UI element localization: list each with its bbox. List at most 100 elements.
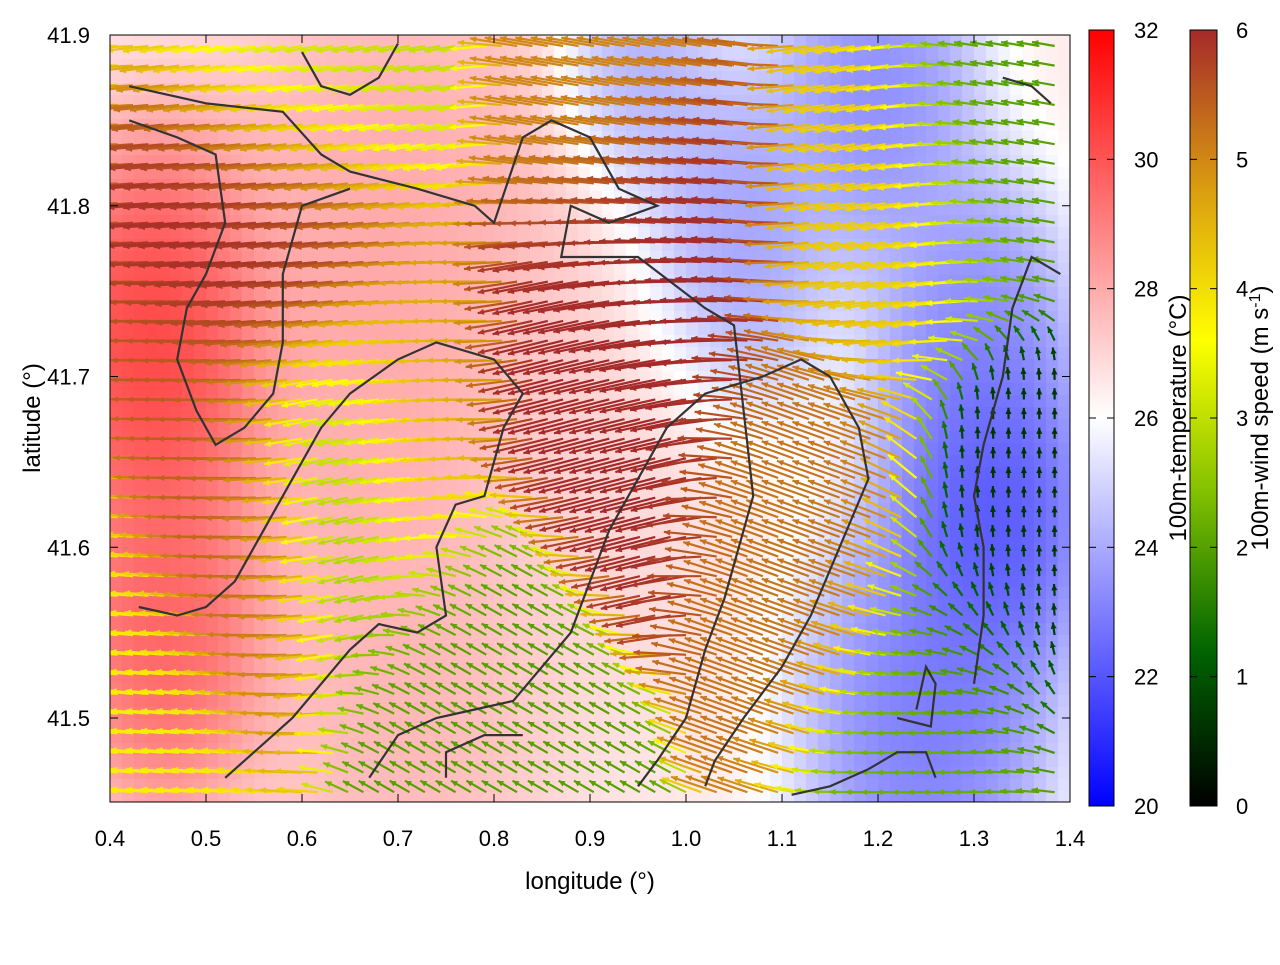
temperature-cell [158, 455, 171, 468]
temperature-cell [986, 755, 999, 768]
temperature-cell [338, 407, 351, 420]
temperature-cell [146, 575, 159, 588]
temperature-cell [962, 539, 975, 552]
temperature-cell [182, 503, 195, 516]
temperature-cell [110, 443, 123, 456]
temperature-cell [974, 335, 987, 348]
temperature-cell [398, 131, 411, 144]
temperature-cell [794, 191, 807, 204]
temperature-cell [962, 635, 975, 648]
temperature-cell [962, 395, 975, 408]
temperature-cell [314, 623, 327, 636]
temperature-cell [242, 659, 255, 672]
temperature-cell [218, 695, 231, 708]
temperature-cell [134, 323, 147, 336]
temperature-cell [230, 479, 243, 492]
temperature-cell [962, 467, 975, 480]
temperature-cell [470, 227, 483, 240]
temperature-cell [206, 791, 219, 802]
temperature-cell [686, 143, 699, 156]
temperature-cell [974, 599, 987, 612]
temperature-cell [242, 635, 255, 648]
temperature-cell [110, 227, 123, 240]
temperature-cell [254, 791, 267, 802]
temperature-cell [230, 599, 243, 612]
temperature-cell [182, 587, 195, 600]
temperature-cell [890, 347, 903, 360]
temperature-cell [182, 635, 195, 648]
temperature-cell [902, 47, 915, 60]
temperature-cell [902, 491, 915, 504]
temperature-cell [374, 443, 387, 456]
temperature-cell [962, 143, 975, 156]
temperature-cell [890, 191, 903, 204]
temperature-cell [698, 167, 711, 180]
temperature-cell [1010, 47, 1023, 60]
temperature-cell [1010, 503, 1023, 516]
temperature-cell [626, 263, 639, 276]
temperature-cell [158, 599, 171, 612]
temperature-cell [170, 227, 183, 240]
temperature-cell [974, 263, 987, 276]
temperature-cell [710, 107, 723, 120]
temperature-cell [986, 47, 999, 60]
temperature-cell [326, 347, 339, 360]
temperature-cell [218, 731, 231, 744]
temperature-cell [758, 107, 771, 120]
temperature-cell [218, 599, 231, 612]
temperature-cell [1022, 635, 1035, 648]
temperature-cell [602, 203, 615, 216]
temperature-cell [338, 131, 351, 144]
temperature-cell [902, 167, 915, 180]
temperature-cell [530, 227, 543, 240]
temperature-cell [242, 167, 255, 180]
temperature-cell [266, 563, 279, 576]
temperature-cell [194, 227, 207, 240]
temperature-cell [362, 131, 375, 144]
temperature-cell [938, 191, 951, 204]
temperature-cell [146, 719, 159, 732]
temperature-cell [434, 503, 447, 516]
temperature-cell [962, 779, 975, 792]
temperature-cell [230, 755, 243, 768]
temperature-cell [950, 431, 963, 444]
temperature-cell [170, 659, 183, 672]
temperature-cell [110, 323, 123, 336]
temperature-cell [386, 131, 399, 144]
temperature-cell [326, 287, 339, 300]
temperature-cell [170, 71, 183, 84]
temperature-cell [146, 35, 159, 48]
temperature-cell [230, 71, 243, 84]
temperature-cell [170, 347, 183, 360]
temperature-cell [122, 791, 135, 802]
temperature-cell [686, 443, 699, 456]
temperature-cell [962, 431, 975, 444]
temperature-cell [122, 383, 135, 396]
temperature-cell [422, 227, 435, 240]
temperature-cell [542, 227, 555, 240]
temperature-cell [566, 239, 579, 252]
temperature-cell [866, 191, 879, 204]
temperature-cell [998, 263, 1011, 276]
temperature-cell [194, 167, 207, 180]
temperature-cell [926, 239, 939, 252]
temperature-cell [350, 443, 363, 456]
temperature-cell [158, 635, 171, 648]
temperature-cell [974, 359, 987, 372]
temperature-cell [410, 431, 423, 444]
temperature-cell [110, 599, 123, 612]
temperature-cell [1010, 167, 1023, 180]
temperature-cell [446, 383, 459, 396]
temperature-cell [146, 431, 159, 444]
temperature-cell [1010, 371, 1023, 384]
temperature-cell [434, 287, 447, 300]
temperature-cell [242, 503, 255, 516]
temperature-cell [290, 563, 303, 576]
temperature-cell [194, 131, 207, 144]
temperature-cell [170, 323, 183, 336]
temperature-cell [278, 227, 291, 240]
temperature-cell [962, 371, 975, 384]
temperature-cell [374, 635, 387, 648]
temperature-cell [926, 287, 939, 300]
temperature-cell [854, 755, 867, 768]
